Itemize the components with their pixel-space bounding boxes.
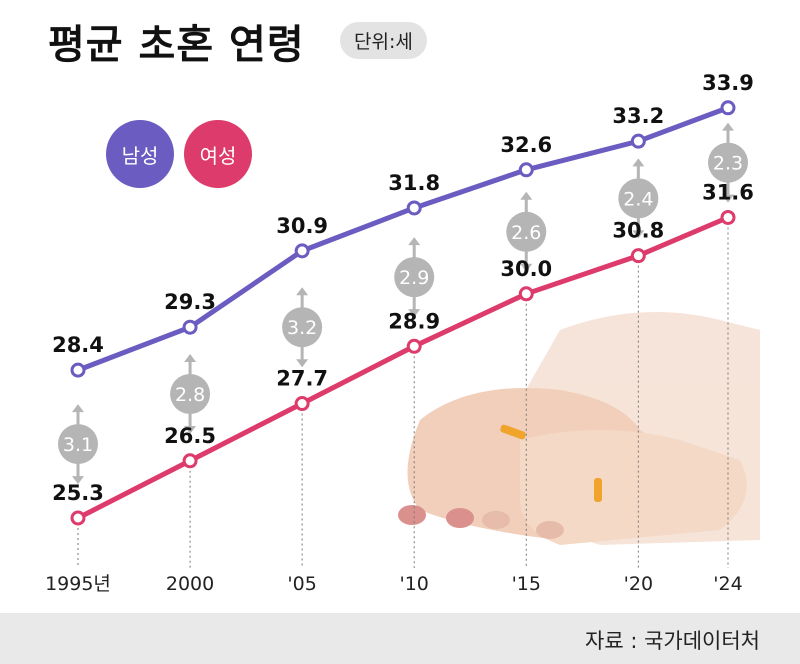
footer: 자료 : 국가데이터처 [0,613,800,664]
gap-circle [58,424,98,465]
x-tick-label: '15 [512,573,541,595]
x-tick-label: 2000 [166,573,214,595]
gap-circle [394,257,435,298]
data-label: 31.8 [388,171,440,195]
data-point [182,319,198,335]
chart-title: 평균 초혼 연령 [48,22,305,68]
data-point [720,209,736,225]
gap-circle [170,373,211,414]
unit-badge: 단위:세 [340,22,427,59]
data-point [630,133,646,149]
data-label: 28.9 [388,309,440,333]
gap-label: 3.1 [63,434,93,456]
gap-label: 3.2 [287,317,317,339]
data-label: 26.5 [164,424,216,448]
data-point [406,200,422,216]
gap-badge: 3.2 [282,287,323,368]
gap-circle [506,211,547,252]
data-point [70,362,86,378]
gap-arrowheads [520,191,533,272]
source-text: 자료 : 국가데이터처 [585,629,760,653]
gap-arrowheads [408,237,421,318]
gap-circle [282,307,323,348]
x-tick-label: '20 [624,573,653,595]
gap-badge: 2.6 [506,191,547,272]
data-point [70,510,86,526]
data-label: 32.6 [500,133,552,157]
gap-badge: 3.1 [58,404,98,485]
gap-arrowheads [72,404,84,485]
gap-arrowheads [184,353,197,434]
data-label: 27.7 [276,367,328,391]
data-point [294,243,310,259]
data-label: 25.3 [52,481,104,505]
data-label: 29.3 [164,290,216,314]
legend-male: 남성 [106,120,174,188]
gap-label: 2.3 [713,153,743,175]
gap-circle [618,178,659,219]
gap-badge: 2.4 [618,158,659,239]
gap-label: 2.4 [623,188,653,210]
data-label: 33.2 [612,104,664,128]
data-point [294,396,310,412]
line-chart: 1995년 2000 '05 '10 '15 '20 '24 3.1 2.8 3.2 2.9 2.6 2… [45,71,760,595]
data-point [630,248,646,264]
data-point [182,453,198,469]
data-point [720,100,736,116]
gap-arrowheads [722,122,734,203]
data-point [518,286,534,302]
data-label: 30.8 [612,219,664,243]
gap-badge: 2.9 [394,237,435,318]
gap-label: 2.9 [399,267,429,289]
hands-illustration [398,312,760,545]
gap-circle [708,142,748,183]
data-point [406,338,422,354]
x-tick-label: '24 [713,573,742,595]
data-label: 28.4 [52,333,104,357]
data-point [518,162,534,178]
gap-badge: 2.3 [708,122,748,203]
data-label: 31.6 [702,180,754,204]
legend-female: 여성 [184,120,252,188]
x-tick-label: 1995년 [45,573,111,595]
gap-arrowheads [296,287,309,368]
x-tick-label: '10 [400,573,429,595]
x-tick-label: '05 [287,573,316,595]
data-label: 30.0 [500,257,552,281]
data-label: 33.9 [702,71,754,95]
gap-badge: 2.8 [170,353,211,434]
gap-label: 2.8 [175,384,205,406]
gap-label: 2.6 [511,222,541,244]
gap-arrowheads [632,158,645,239]
data-label: 30.9 [276,214,328,238]
